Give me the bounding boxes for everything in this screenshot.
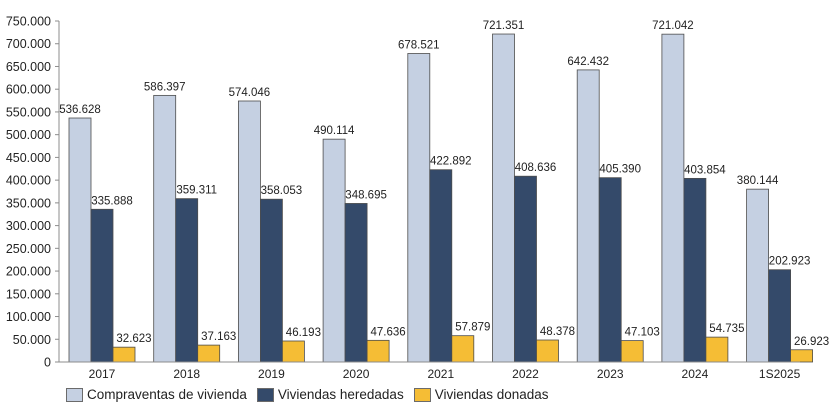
bar-value-label: 48.378 bbox=[540, 326, 575, 338]
bar bbox=[281, 340, 305, 363]
bar bbox=[746, 188, 769, 363]
x-tick-label: 2024 bbox=[682, 367, 709, 381]
y-axis: 0 50.000 100.000 150.000 200.000 250.000 300.0… bbox=[6, 15, 60, 370]
y-tick-label: 50.000 bbox=[13, 333, 51, 347]
bar-value-label: 721.351 bbox=[483, 20, 525, 32]
x-tick-label: 2022 bbox=[512, 367, 539, 381]
x-axis: 2017 2018 2019 2020 2021 2022 2023 2024 1S2025 bbox=[59, 361, 801, 381]
bar bbox=[112, 346, 136, 363]
bar bbox=[451, 335, 475, 363]
x-tick-label: 2017 bbox=[89, 367, 116, 381]
y-tick-label: 200.000 bbox=[6, 265, 51, 279]
bar-value-label: 380.144 bbox=[737, 175, 779, 187]
y-tick-label: 750.000 bbox=[6, 15, 51, 29]
bar-value-label: 348.695 bbox=[345, 189, 387, 201]
legend-label: Viviendas donadas bbox=[434, 387, 549, 402]
bar-value-label: 642.432 bbox=[567, 56, 609, 68]
bar bbox=[366, 339, 390, 363]
y-tick-label: 650.000 bbox=[6, 60, 51, 74]
bar bbox=[322, 138, 346, 363]
bar bbox=[620, 340, 644, 363]
x-tick-label: 2020 bbox=[343, 367, 370, 381]
bar-value-label: 26.923 bbox=[794, 336, 829, 348]
bar bbox=[492, 33, 515, 363]
x-tick-label: 2021 bbox=[427, 367, 454, 381]
bar bbox=[259, 198, 283, 363]
bar-value-label: 490.114 bbox=[314, 125, 355, 137]
bar-value-label: 405.390 bbox=[599, 164, 641, 176]
bar-value-label: 678.521 bbox=[398, 39, 440, 51]
bar bbox=[683, 177, 707, 363]
bar-value-label: 359.311 bbox=[176, 185, 217, 197]
legend-swatch bbox=[66, 387, 83, 402]
bar bbox=[344, 203, 368, 363]
y-tick-label: 0 bbox=[44, 356, 51, 370]
y-tick-label: 500.000 bbox=[6, 128, 51, 142]
bar bbox=[90, 208, 114, 363]
bar-value-label: 408.636 bbox=[515, 162, 557, 174]
bar bbox=[598, 177, 622, 363]
bar-value-label: 335.888 bbox=[91, 195, 133, 207]
bar bbox=[407, 53, 431, 363]
bar-value-label: 536.628 bbox=[59, 104, 101, 116]
bar bbox=[153, 94, 177, 363]
bar bbox=[514, 175, 537, 363]
bar bbox=[429, 169, 453, 363]
legend-swatch bbox=[413, 387, 431, 402]
y-tick-label: 250.000 bbox=[6, 242, 51, 256]
bar bbox=[576, 69, 600, 363]
y-tick-label: 100.000 bbox=[6, 310, 51, 324]
y-tick-label: 150.000 bbox=[6, 287, 51, 301]
legend-item-heredadas: Viviendas heredadas bbox=[256, 387, 404, 402]
bar-value-label: 721.042 bbox=[652, 20, 694, 32]
legend-label: Viviendas heredadas bbox=[277, 387, 404, 402]
bar-chart: 0 50.000 100.000 150.000 200.000 250.000 300.0… bbox=[6, 15, 829, 382]
bar bbox=[661, 33, 685, 363]
y-tick-label: 700.000 bbox=[6, 37, 51, 51]
legend-label: Compraventas de vivienda bbox=[87, 387, 247, 402]
legend-item-donadas: Viviendas donadas bbox=[413, 387, 549, 402]
bar-value-label: 586.397 bbox=[144, 81, 186, 93]
bar-value-label: 422.892 bbox=[430, 156, 472, 168]
bar bbox=[536, 339, 559, 363]
x-tick-label: 2019 bbox=[258, 367, 285, 381]
legend-item-compraventas: Compraventas de vivienda bbox=[66, 387, 247, 402]
x-tick-label: 2023 bbox=[597, 367, 624, 381]
bar-value-label: 54.735 bbox=[709, 323, 744, 335]
bar-value-label: 47.636 bbox=[371, 326, 406, 338]
bar bbox=[68, 117, 92, 363]
y-tick-label: 400.000 bbox=[6, 174, 51, 188]
bar bbox=[237, 100, 261, 363]
bar-value-label: 47.103 bbox=[625, 327, 660, 339]
bar bbox=[175, 198, 199, 363]
bar-value-label: 574.046 bbox=[229, 87, 271, 99]
chart-legend: Compraventas de vivienda Viviendas hered… bbox=[66, 387, 559, 402]
y-tick-label: 550.000 bbox=[6, 105, 51, 119]
x-tick-label: 2018 bbox=[173, 367, 200, 381]
y-tick-label: 600.000 bbox=[6, 83, 51, 97]
bar-value-label: 358.053 bbox=[261, 185, 303, 197]
y-tick-label: 300.000 bbox=[6, 219, 51, 233]
x-tick-label: 1S2025 bbox=[759, 367, 801, 381]
bar-labels: 536.628 335.888 32.623 586.397 359.311 37.163… bbox=[59, 20, 829, 348]
y-tick-label: 350.000 bbox=[6, 196, 51, 210]
bar-value-label: 403.854 bbox=[684, 164, 726, 176]
bar-value-label: 46.193 bbox=[286, 327, 321, 339]
bar-value-label: 37.163 bbox=[201, 331, 236, 343]
bar bbox=[790, 349, 813, 363]
bar-value-label: 202.923 bbox=[769, 256, 811, 268]
legend-swatch bbox=[256, 387, 274, 402]
bar-value-label: 57.879 bbox=[455, 322, 490, 334]
bar bbox=[768, 269, 791, 363]
bar-value-label: 32.623 bbox=[116, 333, 151, 345]
bar bbox=[705, 336, 729, 363]
bar bbox=[197, 344, 221, 363]
y-tick-label: 450.000 bbox=[6, 151, 51, 165]
